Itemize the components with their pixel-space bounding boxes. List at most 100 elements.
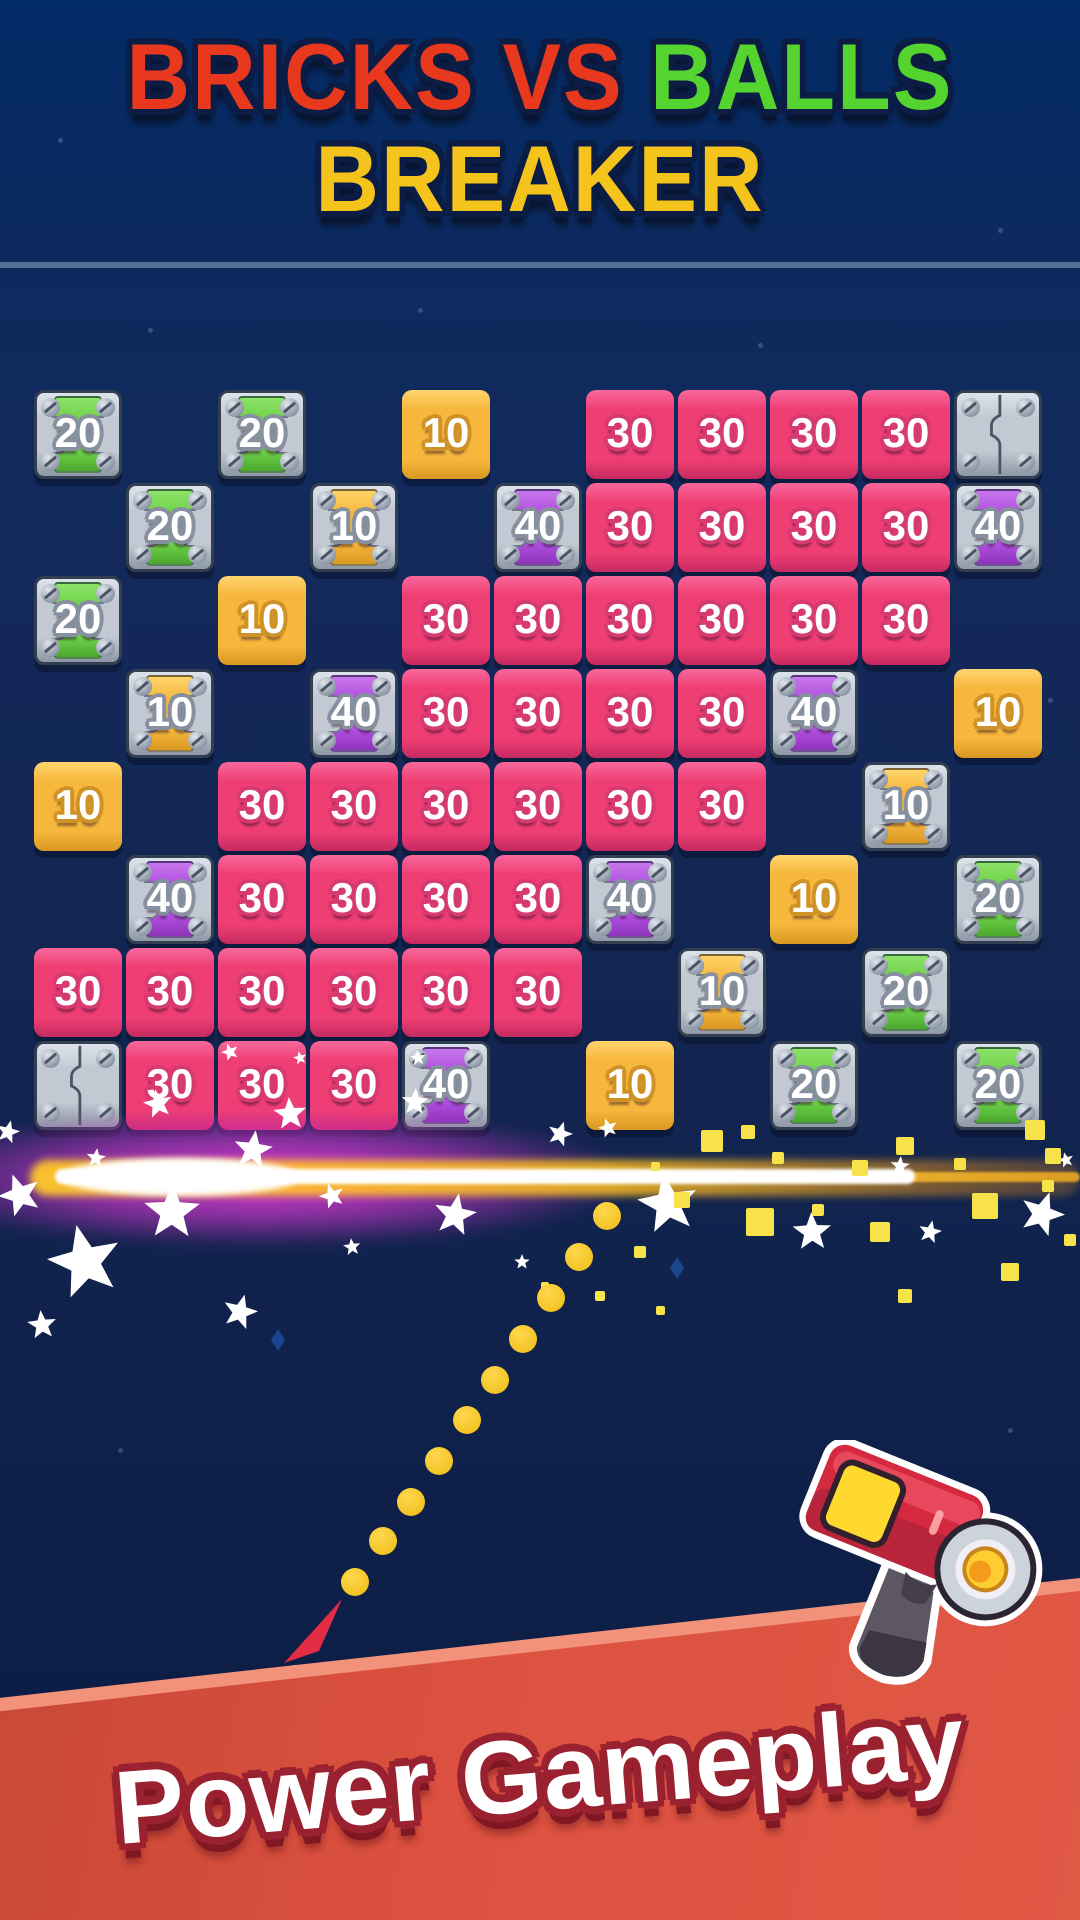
confetti-square: [1064, 1234, 1076, 1246]
brick-value: 40: [422, 1059, 470, 1107]
brick-purple-metal: 40: [126, 855, 214, 944]
brick-value: 30: [238, 966, 286, 1014]
bracket-notch: [917, 973, 932, 1012]
screw-icon: [41, 452, 60, 471]
cannon-grip: [901, 1571, 938, 1604]
brick-pink: 30: [586, 669, 674, 758]
brick-value: 30: [514, 594, 562, 642]
bracket-notch: [236, 415, 251, 454]
bracket-notch: [788, 1066, 803, 1105]
screw-icon: [501, 491, 520, 510]
brick-pink: 30: [218, 948, 306, 1037]
brick-orange-metal: 10: [678, 948, 766, 1037]
confetti-square: [674, 1192, 690, 1208]
game-title: BRICKS VS BALLS BREAKER: [0, 23, 1080, 231]
bracket-notch: [89, 601, 104, 640]
brick-value: 30: [606, 408, 654, 456]
screw-icon: [372, 677, 391, 696]
screw-icon: [1016, 1049, 1035, 1068]
trajectory-dot: [593, 1202, 621, 1230]
brick-value: 40: [974, 501, 1022, 549]
brick-pink: 30: [862, 483, 950, 572]
brick-value: 30: [698, 687, 746, 735]
brick-value: 30: [514, 966, 562, 1014]
background-star: [57, 137, 63, 143]
screw-icon: [133, 731, 152, 750]
brick-value: 20: [146, 501, 194, 549]
brick-green-metal: 20: [218, 390, 306, 479]
brick-value: 30: [238, 873, 286, 921]
screw-icon: [924, 824, 943, 843]
bracket-notch: [604, 880, 619, 919]
brick-value: 30: [330, 1059, 378, 1107]
brick-pink: 30: [678, 762, 766, 851]
brick-orange-metal: 10: [862, 762, 950, 851]
cannon-gun-icon[interactable]: [760, 1440, 1060, 1740]
confetti-square: [1045, 1148, 1061, 1164]
screw-icon: [777, 1049, 796, 1068]
screw-icon: [188, 677, 207, 696]
game-title-line1: BRICKS VS BALLS: [0, 23, 1080, 131]
screw-icon: [1016, 545, 1035, 564]
brick-pink: 30: [310, 948, 398, 1037]
brick-green-metal: 20: [34, 390, 122, 479]
screw-icon: [777, 677, 796, 696]
screw-icon: [96, 584, 115, 603]
brick-pink: 30: [862, 576, 950, 665]
brick-orange-metal: 10: [310, 483, 398, 572]
brick-value: 30: [422, 780, 470, 828]
brick-value: 20: [54, 594, 102, 642]
brick-purple-metal: 40: [954, 483, 1042, 572]
screw-icon: [593, 863, 612, 882]
brick-pink: 30: [770, 390, 858, 479]
bracket-notch: [917, 787, 932, 826]
beam-head: [60, 1158, 300, 1196]
brick-purple-metal: 40: [494, 483, 582, 572]
brick-pink: 30: [218, 762, 306, 851]
brick-value: 30: [790, 594, 838, 642]
bracket-notch: [181, 880, 196, 919]
cannon-muzzle-tip: [859, 1630, 927, 1677]
brick-pink: 30: [34, 948, 122, 1037]
screw-icon: [372, 491, 391, 510]
screw-icon: [464, 1049, 483, 1068]
bracket-notch: [972, 508, 987, 547]
brick-value: 20: [54, 408, 102, 456]
confetti-square: [655, 1305, 665, 1315]
screw-icon: [961, 1049, 980, 1068]
screw-icon: [133, 677, 152, 696]
brick-pink: 30: [494, 762, 582, 851]
screw-icon: [685, 1010, 704, 1029]
background-star: [1047, 697, 1053, 703]
background-star: [997, 227, 1003, 233]
screw-icon: [280, 452, 299, 471]
screw-icon: [372, 731, 391, 750]
brick-purple-metal: 40: [770, 669, 858, 758]
brick-value: 10: [698, 966, 746, 1014]
screw-icon: [188, 545, 207, 564]
brick-pink: 30: [402, 576, 490, 665]
brick-value: 10: [790, 873, 838, 921]
brick-pink: 30: [126, 948, 214, 1037]
cannon-window: [819, 1459, 907, 1548]
bracket-notch: [696, 973, 711, 1012]
screw-icon: [832, 1049, 851, 1068]
confetti-square: [812, 1204, 824, 1216]
confetti-square: [1025, 1120, 1045, 1140]
screw-icon: [41, 1049, 60, 1068]
cannon-lens-core: [969, 1560, 992, 1583]
trajectory-dot: [425, 1447, 453, 1475]
brick-pink: 30: [402, 948, 490, 1037]
brick-value: 30: [790, 501, 838, 549]
brick-orange-metal: 10: [126, 669, 214, 758]
brick-pink: 30: [310, 762, 398, 851]
screw-icon: [225, 452, 244, 471]
screw-icon: [225, 398, 244, 417]
brick-value: 10: [146, 687, 194, 735]
brick-pink: 30: [402, 762, 490, 851]
brick-value: 30: [882, 408, 930, 456]
bracket-notch: [1009, 508, 1024, 547]
screw-icon: [740, 1010, 759, 1029]
bracket-notch: [1009, 880, 1024, 919]
